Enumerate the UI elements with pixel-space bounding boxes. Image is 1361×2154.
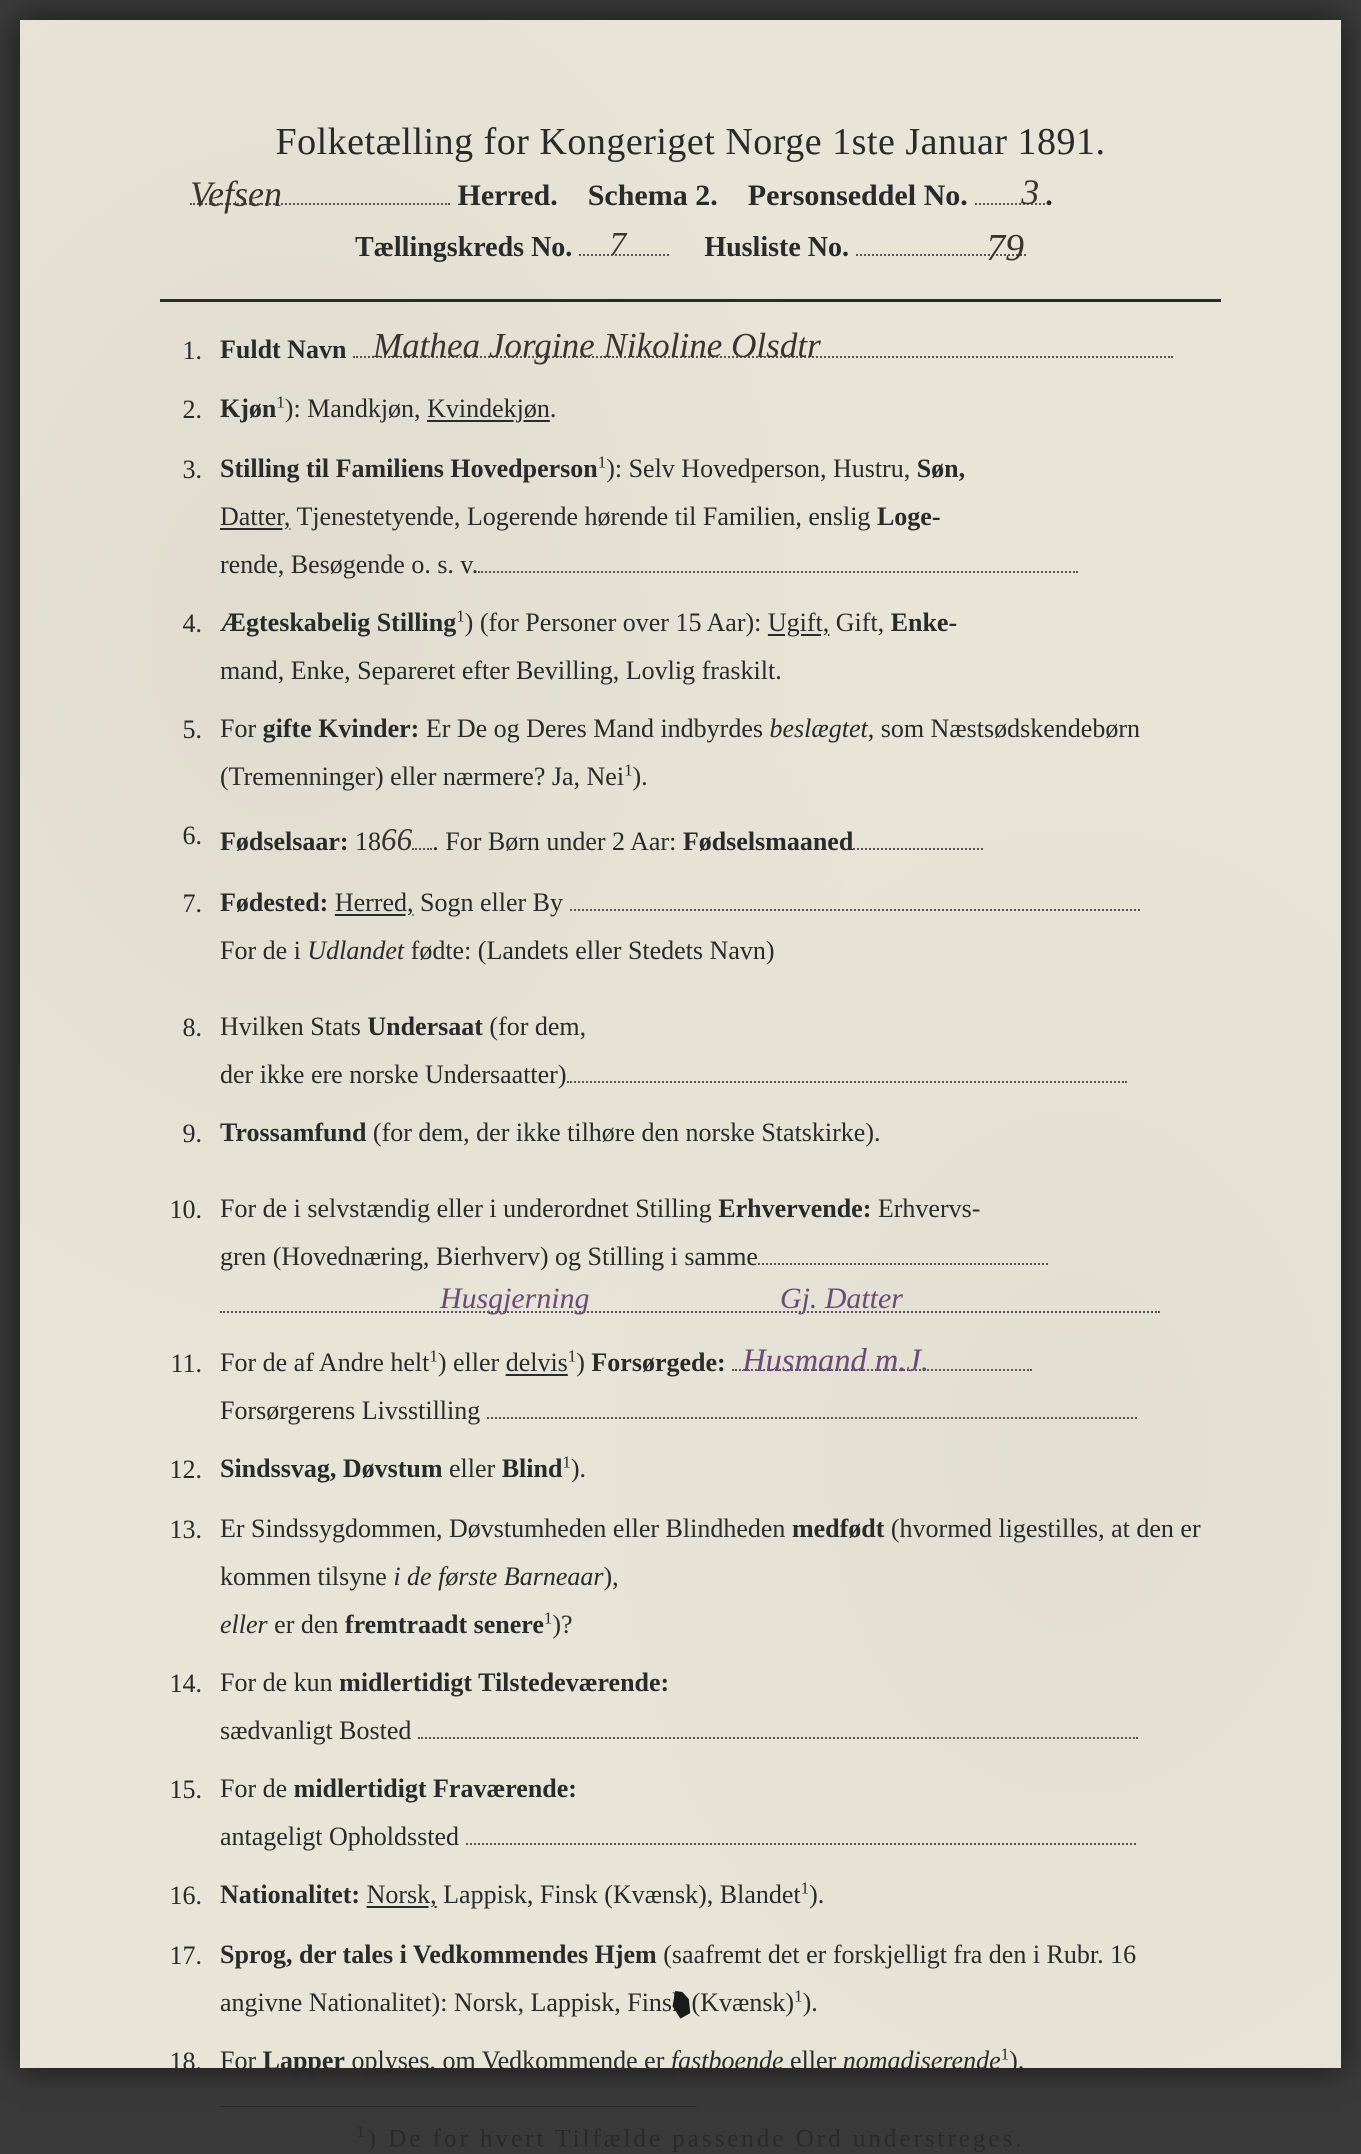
row-12: 12. Sindssvag, Døvstum eller Blind1). [160, 1445, 1221, 1494]
row-15: 15. For de midlertidigt Fraværende: anta… [160, 1765, 1221, 1861]
census-form-page: Folketælling for Kongeriget Norge 1ste J… [20, 20, 1341, 2068]
row-5: 5. For gifte Kvinder: Er De og Deres Man… [160, 705, 1221, 801]
row-6: 6. Fødselsaar: 1866. For Børn under 2 Aa… [160, 811, 1221, 869]
form-title: Folketælling for Kongeriget Norge 1ste J… [160, 120, 1221, 164]
row-9: 9. Trossamfund (for dem, der ikke tilhør… [160, 1109, 1221, 1158]
row-11: 11. For de af Andre helt1) eller delvis1… [160, 1339, 1221, 1435]
fullname-hw: Mathea Jorgine Nikoline Olsdtr [373, 314, 821, 379]
herred-handwritten: Vefsen [190, 166, 282, 224]
schema-label: Schema 2. [588, 179, 718, 212]
row-8: 8. Hvilken Stats Undersaat (for dem, der… [160, 1003, 1221, 1099]
row-13: 13. Er Sindssygdommen, Døvstumheden elle… [160, 1505, 1221, 1649]
row-4: 4. Ægteskabelig Stilling1) (for Personer… [160, 599, 1221, 695]
row-1: 1. Fuldt Navn Mathea Jorgine Nikoline Ol… [160, 326, 1221, 375]
husliste-label: Husliste No. [704, 232, 849, 263]
divider [160, 299, 1221, 302]
header-row-2: Tællingskreds No. 7 Husliste No. 79 [160, 226, 1221, 271]
taellingskreds-label: Tællingskreds No. [355, 232, 572, 263]
row-14: 14. For de kun midlertidigt Tilstedevære… [160, 1659, 1221, 1755]
herred-label: Herred. [458, 179, 558, 212]
row-2: 2. Kjøn1): Mandkjøn, Kvindekjøn. [160, 385, 1221, 434]
personseddel-label: Personseddel No. [748, 179, 968, 212]
row-18: 18. For Lapper oplyses, om Vedkommende e… [160, 2037, 1221, 2086]
row-7: 7. Fødested: Herred, Sogn eller By For d… [160, 879, 1221, 975]
footnote: 1) De for hvert Tilfælde passende Ord un… [160, 2123, 1221, 2153]
row-10: 10. For de i selvstændig eller i underor… [160, 1185, 1221, 1329]
occupation-hw1: Husgjerning [440, 1271, 589, 1326]
provider-hw: Husmand m.J. [742, 1331, 929, 1391]
row-17: 17. Sprog, der tales i Vedkommendes Hjem… [160, 1931, 1221, 2027]
taellingskreds-no-hw: 7 [609, 218, 626, 272]
form-body: 1. Fuldt Navn Mathea Jorgine Nikoline Ol… [160, 326, 1221, 2086]
header-row-1: Vefsen Herred. Schema 2. Personseddel No… [160, 172, 1221, 220]
occupation-hw2: Gj. Datter [780, 1271, 903, 1326]
row-3: 3. Stilling til Familiens Hovedperson1):… [160, 445, 1221, 589]
husliste-no-hw: 79 [986, 218, 1024, 278]
row-16: 16. Nationalitet: Norsk, Lappisk, Finsk … [160, 1871, 1221, 1920]
personseddel-no-hw: 3 [1021, 164, 1039, 222]
birthyear-hw: 66 [381, 811, 412, 869]
